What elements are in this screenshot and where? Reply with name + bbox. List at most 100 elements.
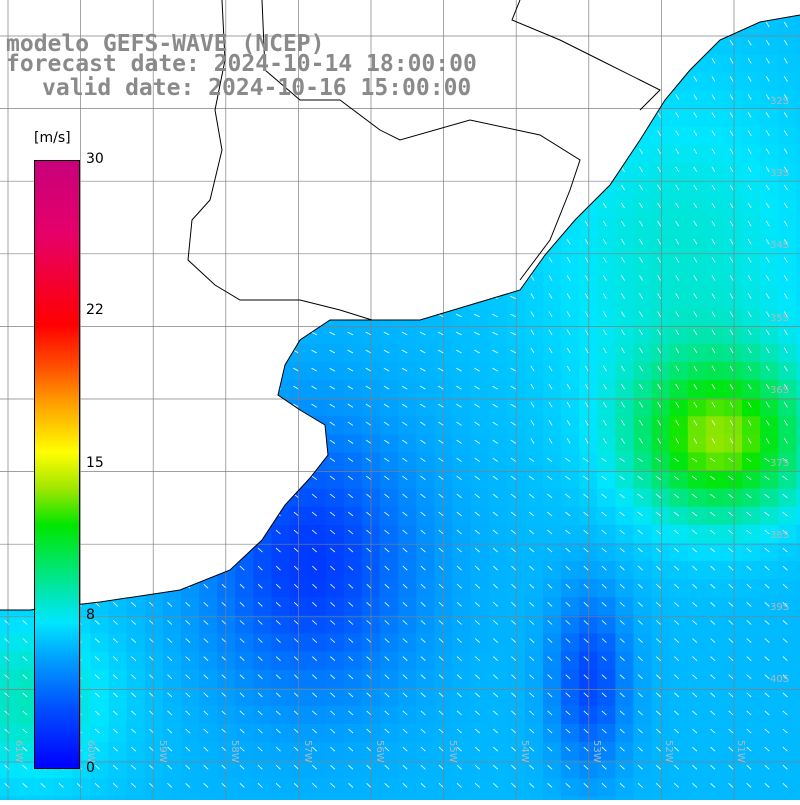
wind-arrow [657, 57, 662, 64]
wind-cell [162, 597, 182, 616]
wind-cell [380, 416, 399, 435]
wind-arrow [238, 367, 245, 372]
wind-arrow [693, 76, 698, 82]
wind-cell [687, 651, 707, 671]
wind-arrow [383, 385, 390, 390]
wind-cell [271, 633, 291, 653]
wind-cell [742, 506, 761, 526]
wind-cell [669, 235, 689, 254]
wind-arrow [438, 547, 444, 553]
wind-cell [325, 543, 345, 562]
wind-cell [651, 162, 671, 182]
wind-arrow [693, 184, 698, 191]
wind-cell [524, 90, 544, 110]
wind-cell [380, 144, 399, 164]
wind-arrow [130, 241, 136, 245]
wind-cell [380, 669, 399, 689]
wind-arrow [692, 710, 698, 716]
wind-cell [796, 126, 800, 146]
wind-cell [452, 416, 472, 435]
wind-arrow [257, 565, 263, 571]
wind-arrow [691, 475, 698, 481]
wind-cell [126, 760, 146, 779]
wind-cell [235, 126, 254, 146]
wind-cell [162, 543, 182, 562]
wind-arrow [747, 130, 752, 137]
wind-arrow [274, 295, 281, 299]
wind-cell [651, 15, 671, 19]
wind-cell [724, 15, 743, 19]
wind-cell [470, 488, 490, 508]
wind-arrow [348, 728, 354, 734]
wind-arrow [111, 187, 118, 191]
wind-arrow [402, 728, 408, 734]
wind-arrow [655, 656, 661, 661]
wind-cell [0, 452, 19, 472]
wind-arrow [584, 94, 589, 100]
wind-arrow [365, 421, 372, 426]
wind-cell [651, 271, 671, 291]
wind-arrow [293, 439, 299, 444]
wind-cell [271, 705, 291, 725]
wind-arrow [456, 367, 462, 372]
wind-cell [144, 705, 164, 725]
wind-cell [54, 108, 73, 128]
wind-cell [162, 181, 182, 200]
wind-arrow [94, 620, 100, 625]
wind-arrow [365, 241, 372, 245]
wind-cell [669, 543, 689, 562]
wind-cell [181, 416, 200, 435]
wind-arrow [474, 638, 480, 643]
wind-cell [90, 108, 110, 128]
wind-arrow [202, 439, 209, 444]
wind-cell [724, 90, 743, 110]
wind-arrow [203, 674, 209, 680]
wind-cell [543, 307, 562, 327]
wind-cell [126, 235, 146, 254]
wind-cell [235, 796, 254, 800]
wind-cell [144, 724, 164, 743]
wind-cell [669, 778, 689, 797]
wind-cell [253, 742, 272, 761]
wind-cell [561, 90, 580, 110]
wind-arrow [184, 277, 191, 281]
wind-cell [760, 162, 779, 182]
wind-arrow [329, 457, 336, 462]
wind-cell [760, 126, 779, 146]
wind-arrow [275, 764, 281, 770]
wind-cell [126, 343, 146, 363]
wind-arrow [710, 638, 716, 643]
wind-arrow [293, 475, 299, 481]
wind-cell [760, 597, 779, 616]
wind-cell [524, 144, 544, 164]
wind-cell [615, 579, 634, 598]
wind-cell [343, 579, 363, 598]
wind-arrow [57, 115, 64, 118]
wind-cell [54, 778, 73, 797]
wind-cell [705, 742, 725, 761]
wind-arrow [710, 565, 716, 571]
wind-cell [724, 289, 743, 309]
wind-arrow [548, 275, 553, 281]
wind-cell [398, 15, 417, 19]
wind-cell [705, 669, 725, 689]
wind-arrow [274, 277, 281, 281]
wind-arrow [365, 475, 372, 481]
wind-cell [452, 524, 472, 544]
wind-arrow [329, 493, 336, 499]
wind-arrow [621, 4, 624, 9]
wind-arrow [401, 421, 408, 426]
wind-arrow [312, 692, 318, 698]
wind-arrow [621, 148, 625, 155]
wind-cell [199, 289, 218, 309]
wind-arrow [456, 783, 462, 788]
wind-arrow [601, 475, 607, 481]
wind-arrow [130, 475, 137, 481]
wind-cell [452, 343, 472, 363]
wind-cell [488, 543, 508, 562]
wind-arrow [274, 151, 281, 155]
wind-arrow [402, 493, 408, 499]
wind-arrow [166, 8, 172, 9]
wind-arrow [474, 457, 480, 462]
wind-cell [235, 362, 254, 381]
